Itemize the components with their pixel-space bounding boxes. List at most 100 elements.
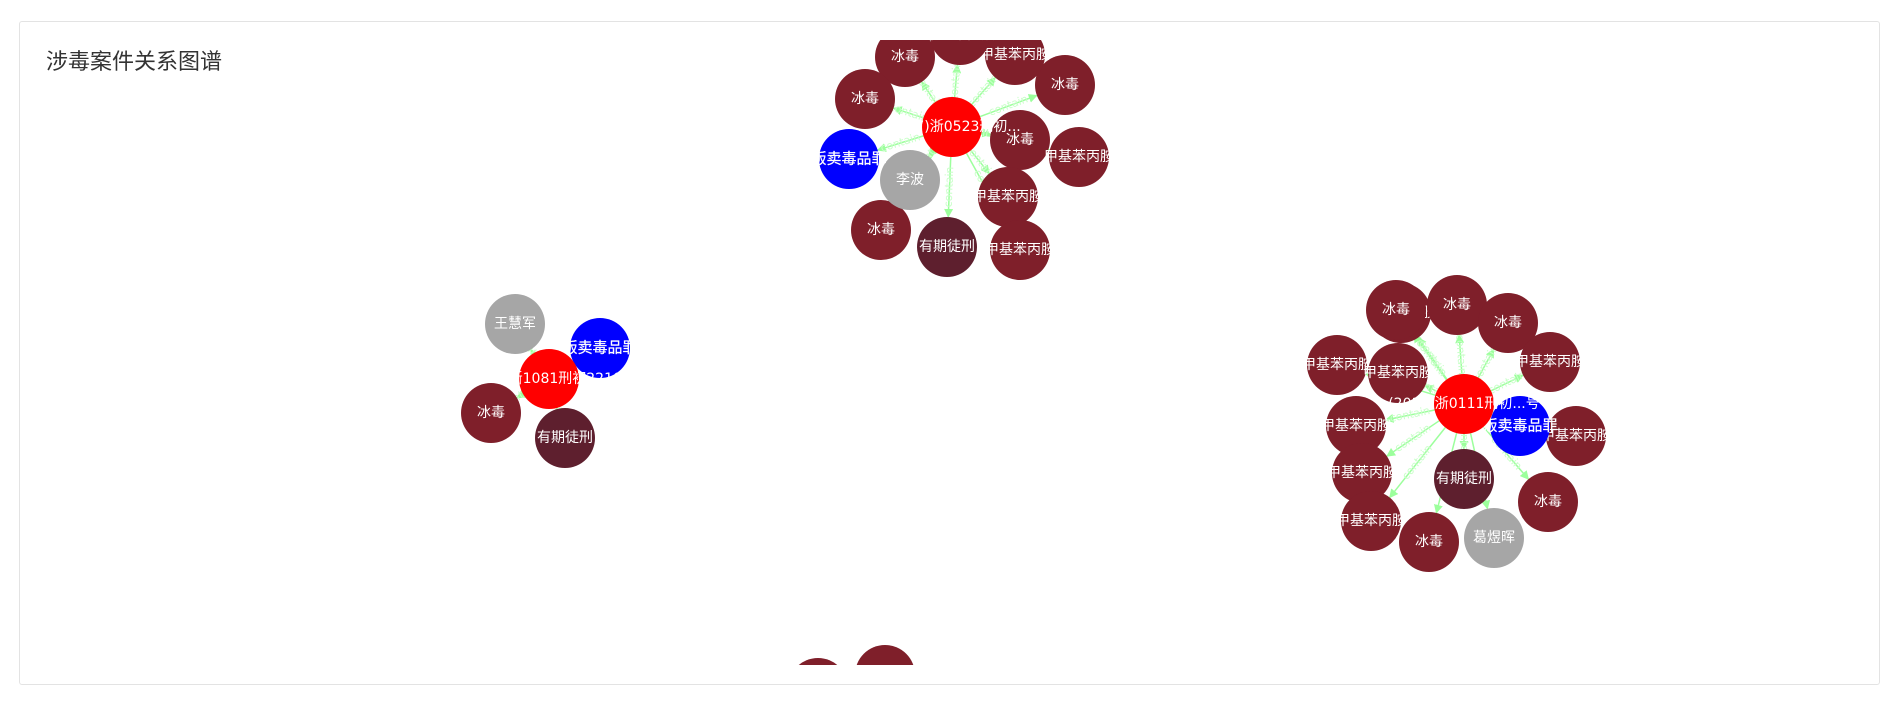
drug-node-0-7-circle[interactable] [1049, 127, 1109, 187]
edge-label-2-4: contain [1453, 334, 1469, 376]
penalty-node-1-circle[interactable] [535, 408, 595, 468]
drug-node-2-3-circle[interactable] [1520, 332, 1580, 392]
edge-0-9 [952, 63, 962, 98]
person-node-0-label: 李波 [896, 172, 924, 188]
drug-node-0-4[interactable]: 冰毒 [1035, 55, 1095, 115]
drug-node-2-9[interactable]: 甲基苯丙胺 [1541, 406, 1611, 466]
edge-2-6 [1490, 374, 1524, 392]
drug-node-2-5-label: 甲基苯丙胺 [1363, 364, 1433, 381]
drug-node-2-11-circle[interactable] [1399, 512, 1459, 572]
cropped-node-0[interactable] [788, 658, 848, 665]
drug-node-0-8[interactable]: 甲基苯丙胺 [973, 167, 1043, 227]
case-node-0[interactable]: (2017)浙0523刑初... [883, 97, 1021, 157]
drug-node-2-4-circle[interactable] [1307, 335, 1367, 395]
drug-node-0-9-circle[interactable] [990, 220, 1050, 280]
case-node-2[interactable]: (2016)浙0111刑初...号 [1388, 374, 1540, 434]
drug-node-2-8[interactable]: 甲基苯丙胺 [1336, 491, 1406, 551]
drug-node-1-0[interactable]: 冰毒 [461, 383, 521, 443]
drug-node-2-6-circle[interactable] [1326, 396, 1386, 456]
crime-node-2[interactable]: 贩卖毒品罪 [1482, 396, 1558, 456]
penalty-node-2[interactable]: 有期徒刑 [1434, 449, 1494, 509]
case-node-0-circle[interactable] [922, 97, 982, 157]
crime-node-1-label: 贩卖毒品罪 [562, 339, 637, 357]
drug-node-2-6[interactable]: 甲基苯丙胺 [1321, 396, 1391, 456]
drug-node-0-0[interactable]: 冰毒 [875, 40, 935, 87]
drug-node-2-1-circle[interactable] [1427, 275, 1487, 335]
drug-node-0-1-circle[interactable] [835, 69, 895, 129]
crime-node-2-label: 贩卖毒品罪 [1482, 417, 1557, 435]
graph-canvas[interactable]: contain contain contain contain contain conta… [20, 40, 1880, 665]
drug-node-0-5[interactable]: 甲基苯丙胺 [980, 40, 1050, 85]
drug-node-0-3[interactable]: 冰毒 [851, 200, 911, 260]
drug-node-0-0-label: 冰毒 [891, 49, 919, 65]
person-node-2[interactable]: 葛煜晖 [1464, 508, 1524, 568]
crime-node-1[interactable]: 贩卖毒品罪 [562, 318, 638, 378]
edge-label-0-9: contain [947, 60, 964, 102]
edge-0-7 [979, 94, 1038, 118]
cropped-node-1[interactable] [855, 645, 915, 665]
drug-node-0-4-label: 冰毒 [1051, 77, 1079, 93]
drug-node-2-5-circle[interactable] [1368, 343, 1428, 403]
edge-1-1 [530, 348, 539, 359]
edge-label-2-6: contain [1486, 368, 1528, 398]
case-node-1-circle[interactable] [519, 349, 579, 409]
drug-node-0-0-circle[interactable] [875, 40, 935, 87]
case-node-1[interactable]: (2017)浙1081刑初2210号 [462, 349, 636, 409]
drug-node-2-7-circle[interactable] [1332, 443, 1392, 503]
drug-node-0-6[interactable]: 甲基苯丙胺 [925, 40, 995, 65]
drug-node-0-9-label: 甲基苯丙胺 [985, 241, 1055, 258]
drug-node-2-12-label: 冰毒 [1382, 302, 1410, 318]
drug-node-2-9-circle[interactable] [1546, 406, 1606, 466]
drug-node-2-6-label: 甲基苯丙胺 [1321, 417, 1391, 434]
drug-node-0-8-circle[interactable] [978, 167, 1038, 227]
drug-node-0-7[interactable]: 甲基苯丙胺 [1044, 127, 1114, 187]
drug-node-0-9[interactable]: 甲基苯丙胺 [985, 220, 1055, 280]
drug-node-2-10[interactable]: 冰毒 [1518, 472, 1578, 532]
edge-0-8 [971, 76, 996, 105]
edge-0-3 [921, 81, 936, 103]
drug-node-2-3[interactable]: 甲基苯丙胺 [1515, 332, 1585, 392]
crime-node-0-circle[interactable] [819, 129, 879, 189]
drug-node-2-12[interactable]: 冰毒 [1366, 280, 1426, 340]
drug-node-0-3-circle[interactable] [851, 200, 911, 260]
penalty-node-2-circle[interactable] [1434, 449, 1494, 509]
drug-node-2-2[interactable]: 冰毒 [1478, 293, 1538, 353]
drug-node-0-6-label: 甲基苯丙胺 [925, 40, 995, 43]
drug-node-2-1[interactable]: 冰毒 [1427, 275, 1487, 335]
nodes-layer[interactable]: 冰毒冰毒冰毒冰毒冰毒甲基苯丙胺甲基苯丙胺甲基苯丙胺甲基苯丙胺甲基苯丙胺有期徒刑李… [461, 40, 1611, 665]
person-node-2-circle[interactable] [1464, 508, 1524, 568]
person-node-1-circle[interactable] [485, 294, 545, 354]
relationship-graph[interactable]: containcontaincontaincontaincontainconta… [20, 40, 1880, 665]
drug-node-2-7[interactable]: 甲基苯丙胺 [1327, 443, 1397, 503]
drug-node-2-8-label: 甲基苯丙胺 [1336, 512, 1406, 529]
penalty-node-0[interactable]: 有期徒刑 [917, 217, 977, 277]
drug-node-2-10-circle[interactable] [1518, 472, 1578, 532]
edge-2-9 [1384, 409, 1435, 423]
drug-node-0-5-circle[interactable] [985, 40, 1045, 85]
crime-node-1-circle[interactable] [570, 318, 630, 378]
drug-node-2-11[interactable]: 冰毒 [1399, 512, 1459, 572]
edge-2-4 [1455, 334, 1465, 375]
person-node-0[interactable]: 李波 [880, 150, 940, 210]
drug-node-0-6-circle[interactable] [930, 40, 990, 65]
drug-node-2-2-circle[interactable] [1478, 293, 1538, 353]
penalty-node-0-label: 有期徒刑 [919, 239, 975, 255]
drug-node-1-0-circle[interactable] [461, 383, 521, 443]
person-node-0-circle[interactable] [880, 150, 940, 210]
edge-2-15 [1412, 333, 1448, 381]
crime-node-2-circle[interactable] [1490, 396, 1550, 456]
drug-node-0-2-circle[interactable] [990, 110, 1050, 170]
drug-node-2-5[interactable]: 甲基苯丙胺 [1363, 343, 1433, 403]
drug-node-0-1[interactable]: 冰毒 [835, 69, 895, 129]
case-node-2-circle[interactable] [1434, 374, 1494, 434]
drug-node-0-2[interactable]: 冰毒 [990, 110, 1050, 170]
drug-node-2-8-circle[interactable] [1341, 491, 1401, 551]
penalty-node-0-circle[interactable] [917, 217, 977, 277]
drug-node-0-4-circle[interactable] [1035, 55, 1095, 115]
person-node-1[interactable]: 王慧军 [485, 294, 545, 354]
crime-node-0[interactable]: 贩卖毒品罪 [811, 129, 887, 189]
penalty-node-1[interactable]: 有期徒刑 [535, 408, 595, 468]
drug-node-2-7-label: 甲基苯丙胺 [1327, 464, 1397, 481]
drug-node-2-12-circle[interactable] [1366, 280, 1426, 340]
drug-node-2-4[interactable]: 甲基苯丙胺 [1302, 335, 1372, 395]
